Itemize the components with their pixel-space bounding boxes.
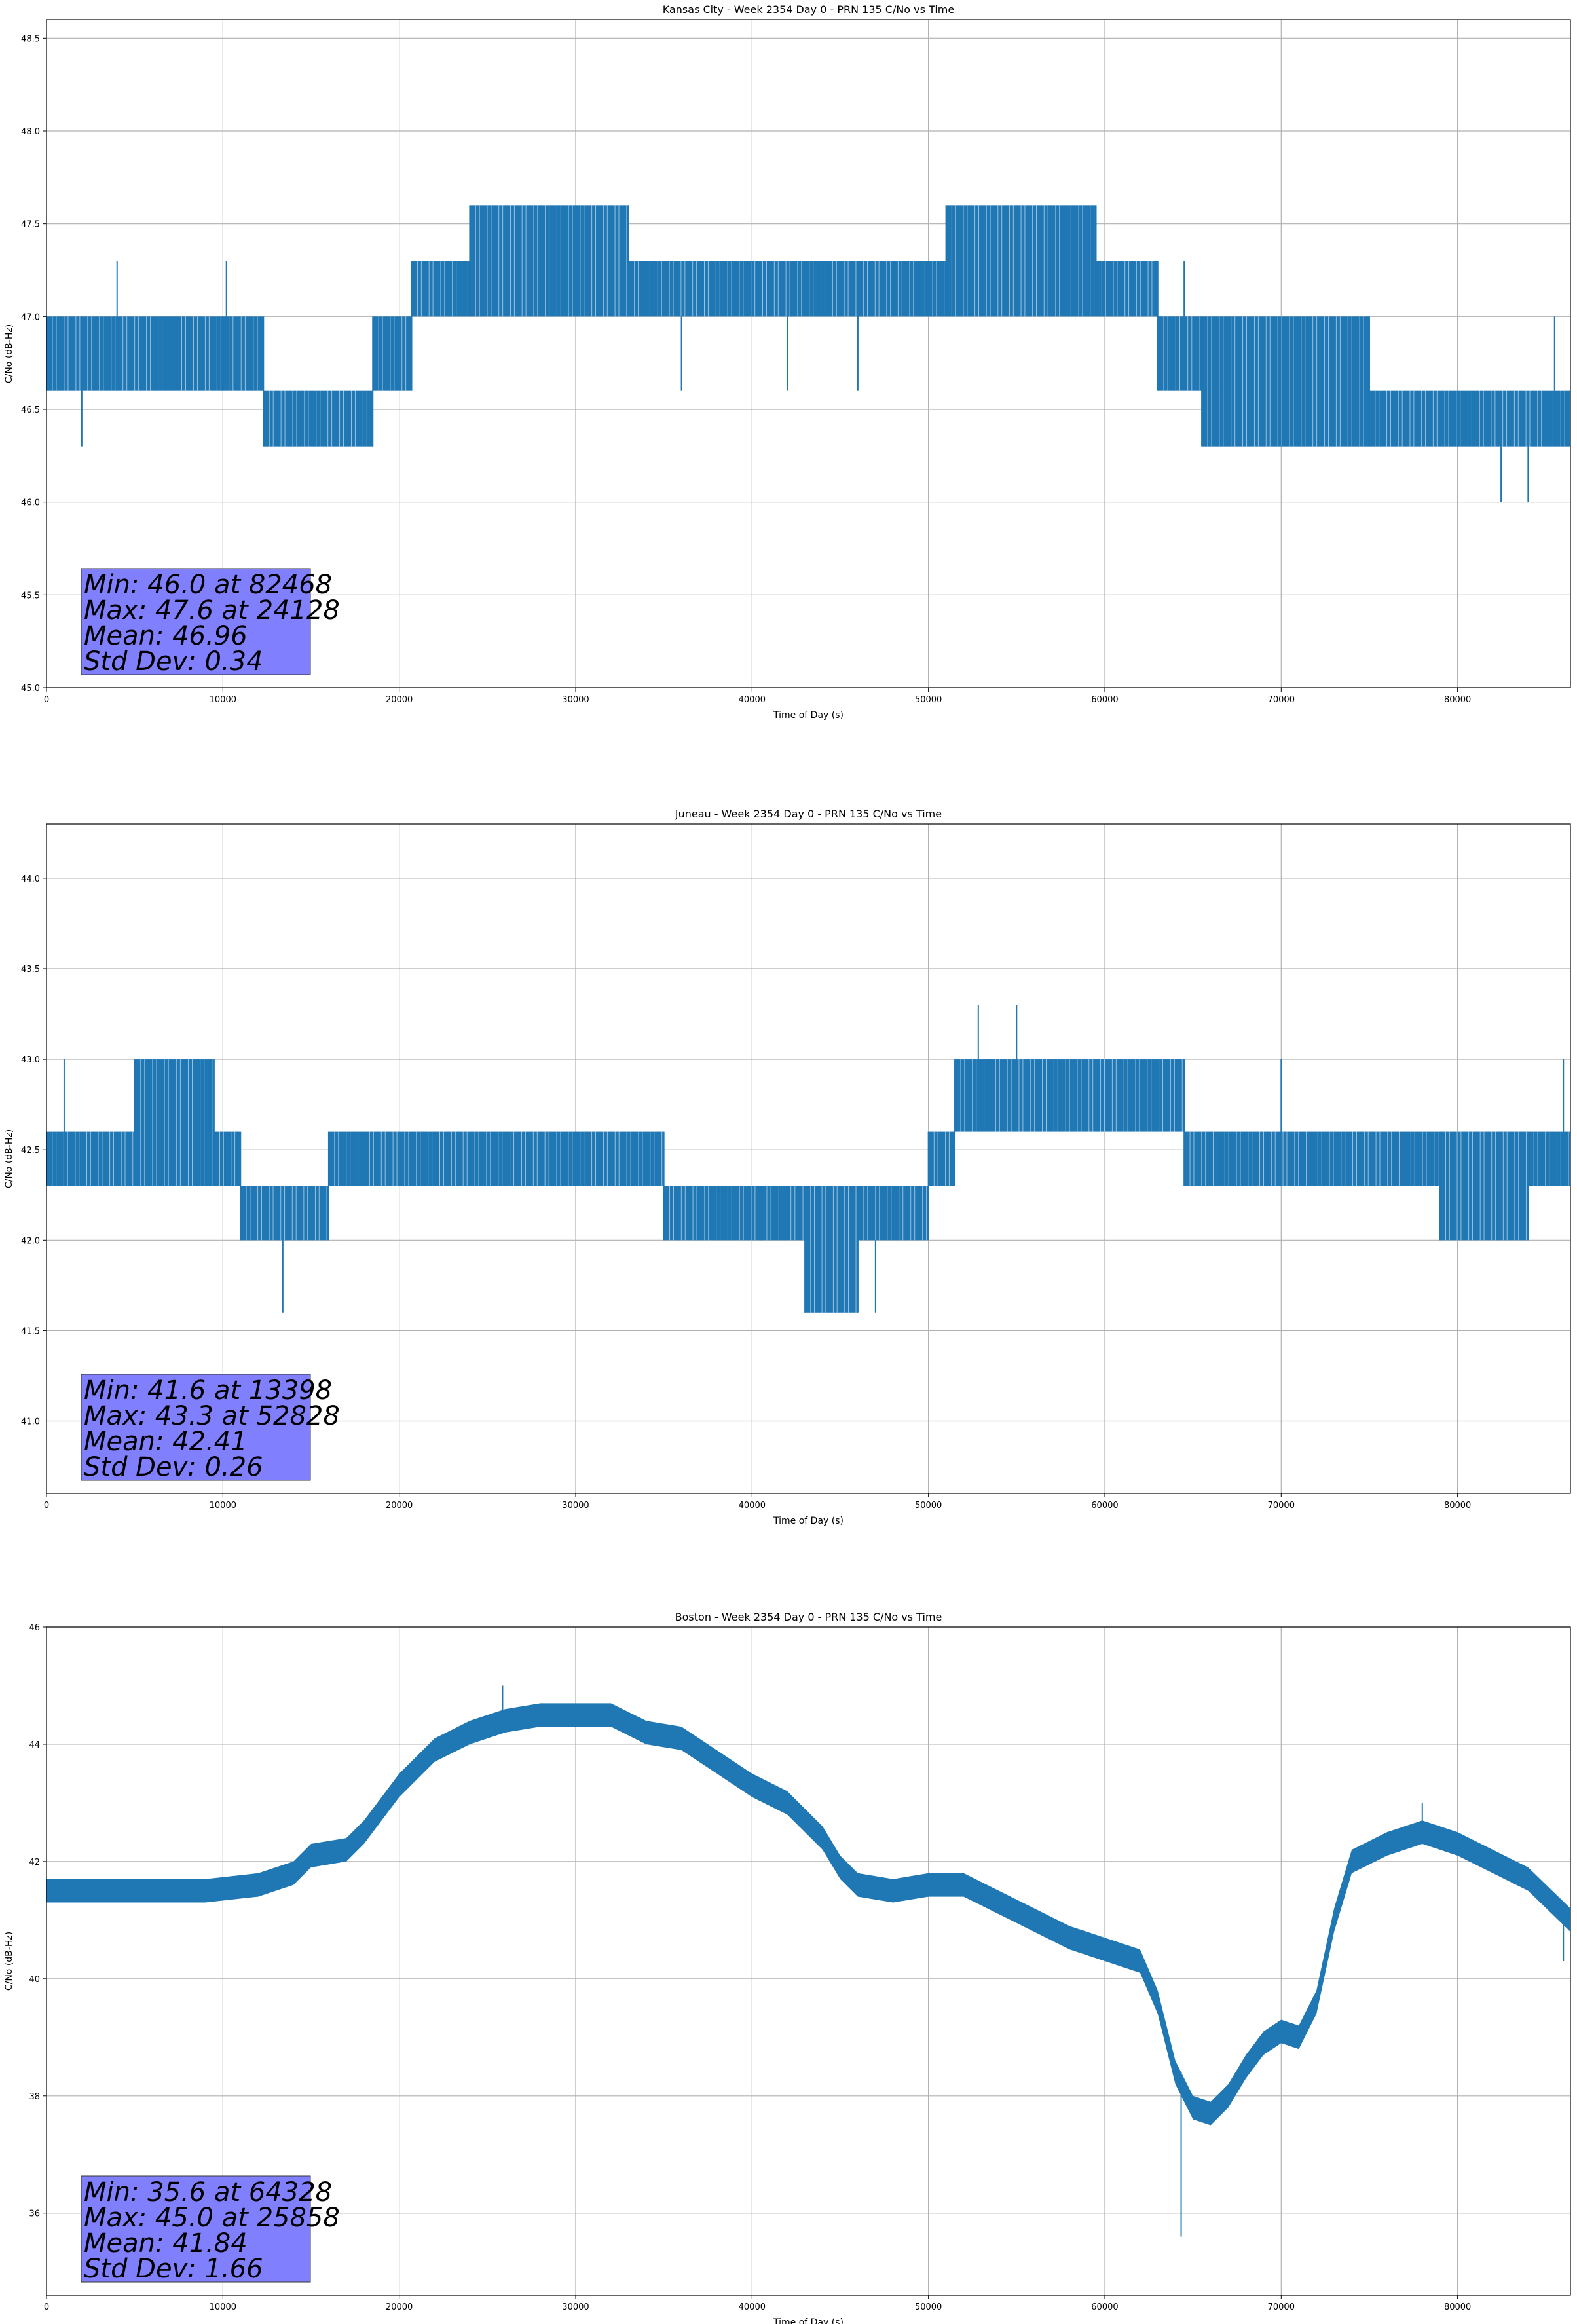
chart-panel-0: Kansas City - Week 2354 Day 0 - PRN 135 … <box>4 3 1571 721</box>
series-band <box>805 1186 858 1313</box>
data-layer <box>46 1685 1570 2237</box>
y-tick-label: 46.0 <box>21 498 40 508</box>
chart-panel-2: Boston - Week 2354 Day 0 - PRN 135 C/No … <box>4 1611 1571 2324</box>
x-tick-label: 80000 <box>1444 2302 1471 2312</box>
series-band <box>263 390 373 447</box>
stats-box <box>81 2175 311 2283</box>
series-band <box>373 316 412 391</box>
x-tick-label: 50000 <box>915 695 942 705</box>
y-tick-label: 42.5 <box>21 1146 40 1155</box>
stats-mean: Mean: 41.84 <box>84 2228 248 2258</box>
series-band <box>663 1186 761 1241</box>
x-tick-label: 70000 <box>1268 695 1295 705</box>
y-tick-label: 36 <box>29 2209 40 2219</box>
x-tick-label: 40000 <box>739 2302 766 2312</box>
axes-frame <box>46 1626 1571 2296</box>
stats-std: Std Dev: 1.66 <box>84 2254 263 2284</box>
series-band <box>857 1186 929 1241</box>
stats-max: Max: 43.3 at 52828 <box>84 1401 340 1431</box>
y-tick-label: 44.0 <box>21 874 40 884</box>
stats-min: Min: 35.6 at 64328 <box>84 2177 332 2207</box>
data-layer <box>46 1005 1570 1313</box>
y-axis-label: C/No (dB-Hz) <box>4 324 14 383</box>
chart-title: Kansas City - Week 2354 Day 0 - PRN 135 … <box>663 3 954 16</box>
stats-std: Std Dev: 0.26 <box>84 1452 263 1482</box>
x-tick-label: 60000 <box>1091 2302 1118 2312</box>
x-tick-label: 0 <box>44 2302 49 2312</box>
y-tick-label: 43.0 <box>21 1055 40 1065</box>
x-tick-label: 0 <box>44 1501 49 1510</box>
x-axis-label: Time of Day (s) <box>773 1516 844 1526</box>
series-band <box>81 316 223 391</box>
x-tick-label: 70000 <box>1268 2302 1295 2312</box>
chart-title: Juneau - Week 2354 Day 0 - PRN 135 C/No … <box>675 808 942 820</box>
stats-box <box>81 568 311 675</box>
series-line <box>46 1714 1570 2115</box>
y-tick-label: 41.5 <box>21 1326 40 1336</box>
x-axis-label: Time of Day (s) <box>773 710 844 721</box>
x-tick-label: 30000 <box>562 695 589 705</box>
y-tick-label: 38 <box>29 2092 40 2102</box>
x-tick-label: 40000 <box>739 695 766 705</box>
y-tick-label: 45.0 <box>21 684 40 694</box>
series-band <box>213 1131 241 1186</box>
series-band <box>1369 390 1570 447</box>
series-band <box>134 1059 214 1186</box>
y-tick-label: 44 <box>29 1740 40 1750</box>
x-tick-label: 0 <box>44 695 49 705</box>
x-tick-label: 10000 <box>210 1501 236 1510</box>
y-axis-label: C/No (dB-Hz) <box>4 1932 14 1991</box>
x-tick-label: 80000 <box>1444 1501 1471 1510</box>
stats-mean: Mean: 46.96 <box>84 621 248 651</box>
stats-mean: Mean: 42.41 <box>84 1427 248 1457</box>
series-band <box>223 316 264 391</box>
x-tick-label: 30000 <box>562 2302 589 2312</box>
chart-panel-1: Juneau - Week 2354 Day 0 - PRN 135 C/No … <box>4 808 1571 1526</box>
y-tick-label: 47.0 <box>21 312 40 322</box>
series-band <box>328 1131 664 1186</box>
stats-max: Max: 47.6 at 24128 <box>84 595 340 626</box>
x-tick-label: 20000 <box>386 1501 413 1510</box>
axes-frame <box>46 19 1571 688</box>
series-band <box>1202 316 1369 447</box>
axes-frame <box>46 823 1571 1494</box>
x-tick-label: 40000 <box>739 1501 766 1510</box>
y-tick-label: 45.5 <box>21 591 40 601</box>
y-tick-label: 43.5 <box>21 965 40 975</box>
y-tick-label: 48.5 <box>21 34 40 44</box>
stats-max: Max: 45.0 at 25858 <box>84 2203 340 2233</box>
x-tick-label: 30000 <box>562 1501 589 1510</box>
x-tick-label: 10000 <box>210 695 236 705</box>
series-area <box>46 1703 1570 2126</box>
series-band <box>928 1131 955 1186</box>
stats-min: Min: 46.0 at 82468 <box>84 570 332 600</box>
y-tick-label: 47.5 <box>21 220 40 230</box>
data-layer <box>46 205 1570 502</box>
y-tick-label: 48.0 <box>21 127 40 137</box>
x-tick-label: 10000 <box>210 2302 236 2312</box>
stats-min: Min: 41.6 at 13398 <box>84 1376 332 1406</box>
x-tick-label: 50000 <box>915 2302 942 2312</box>
x-tick-label: 20000 <box>386 695 413 705</box>
y-tick-label: 40 <box>29 1975 40 1985</box>
x-axis-label: Time of Day (s) <box>773 2317 844 2324</box>
chart-title: Boston - Week 2354 Day 0 - PRN 135 C/No … <box>675 1611 942 1623</box>
y-tick-label: 46.5 <box>21 405 40 415</box>
x-tick-label: 20000 <box>386 2302 413 2312</box>
series-band <box>1096 261 1158 317</box>
y-tick-label: 42.0 <box>21 1236 40 1246</box>
x-tick-label: 70000 <box>1268 1501 1295 1510</box>
y-tick-label: 46 <box>29 1623 40 1633</box>
y-axis-label: C/No (dB-Hz) <box>4 1129 14 1188</box>
y-tick-label: 42 <box>29 1858 40 1867</box>
stats-box <box>81 1374 311 1481</box>
x-tick-label: 50000 <box>915 1501 942 1510</box>
x-tick-label: 80000 <box>1444 695 1471 705</box>
y-tick-label: 41.0 <box>21 1417 40 1427</box>
x-tick-label: 60000 <box>1091 1501 1118 1510</box>
stats-std: Std Dev: 0.34 <box>84 647 263 677</box>
x-tick-label: 60000 <box>1091 695 1118 705</box>
series-band <box>1184 1131 1440 1186</box>
